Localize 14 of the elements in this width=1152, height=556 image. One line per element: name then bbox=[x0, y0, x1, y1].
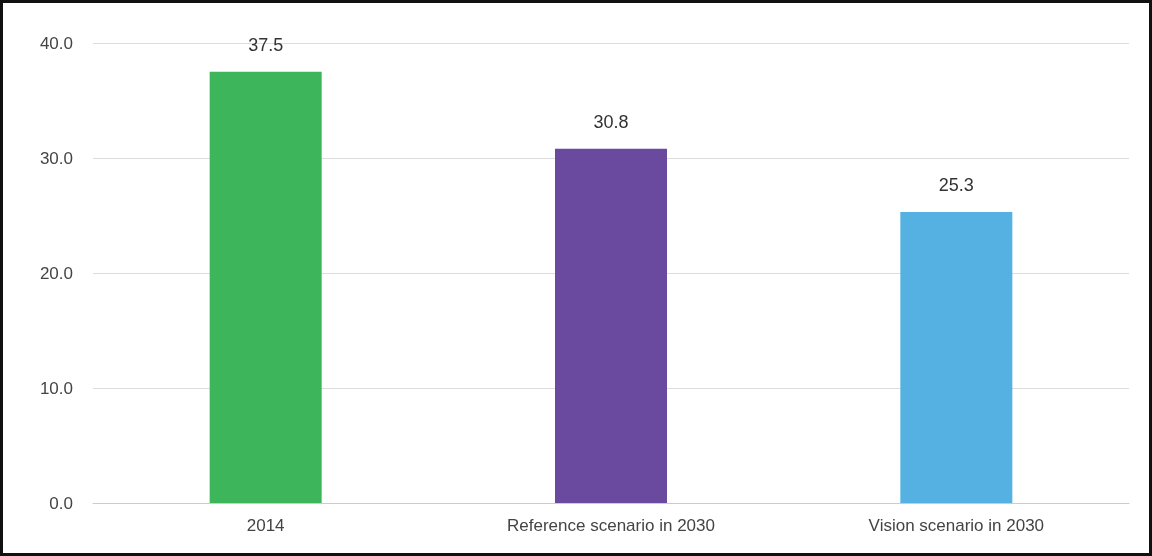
x-tick-label: Reference scenario in 2030 bbox=[507, 516, 715, 535]
y-tick-label: 40.0 bbox=[39, 33, 73, 53]
bar bbox=[900, 212, 1013, 503]
y-tick-label: 20.0 bbox=[39, 263, 73, 283]
bar bbox=[209, 71, 322, 503]
y-tick-label: 0.0 bbox=[49, 493, 73, 513]
x-tick-label: 2014 bbox=[246, 516, 285, 535]
y-tick-label: 10.0 bbox=[39, 378, 73, 398]
bar bbox=[555, 148, 667, 503]
data-label: 37.5 bbox=[248, 34, 284, 55]
data-label: 25.3 bbox=[938, 175, 974, 196]
y-tick-label: 30.0 bbox=[39, 148, 73, 168]
data-label: 30.8 bbox=[593, 111, 629, 132]
x-tick-label: Vision scenario in 2030 bbox=[868, 516, 1045, 535]
